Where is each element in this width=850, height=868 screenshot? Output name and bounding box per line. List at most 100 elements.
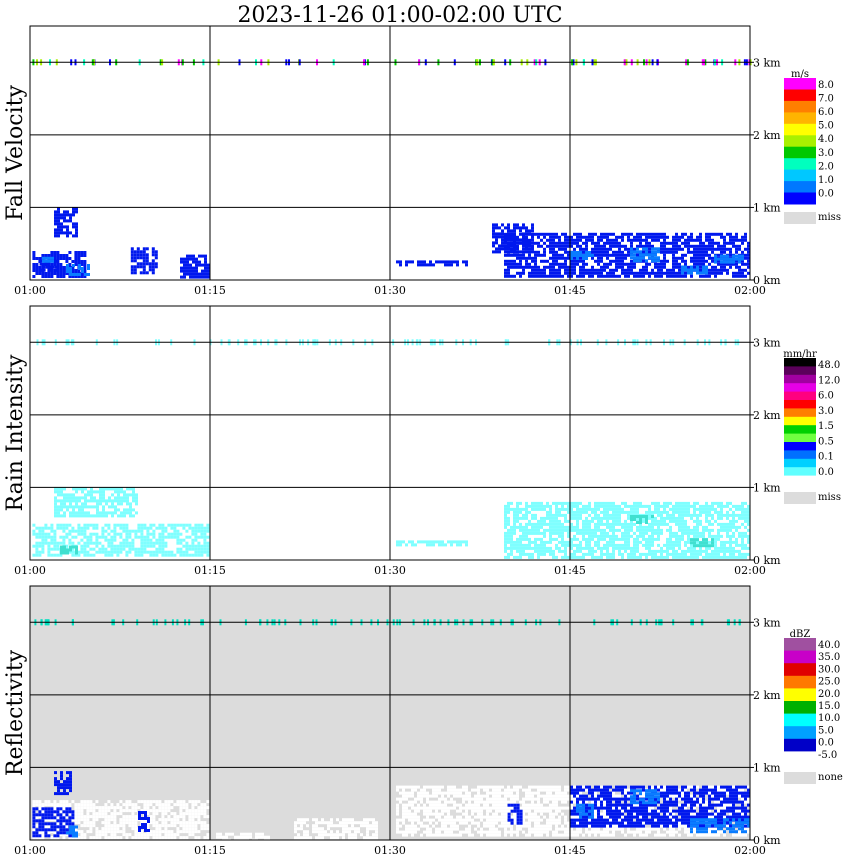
data-cell — [699, 544, 702, 548]
data-cell — [618, 244, 621, 248]
data-cell — [342, 827, 345, 831]
data-cell — [522, 247, 525, 251]
data-cell — [576, 257, 579, 260]
data-cell — [176, 821, 180, 825]
data-cell — [474, 797, 477, 801]
data-cell — [552, 265, 555, 269]
data-cell — [603, 241, 606, 245]
data-cell — [84, 487, 87, 491]
data-cell — [32, 251, 36, 254]
data-cell — [96, 511, 99, 515]
data-cell — [78, 508, 81, 512]
data-cell — [510, 259, 513, 263]
data-cell — [507, 531, 510, 535]
data-cell — [747, 265, 750, 269]
data-cell — [447, 827, 450, 831]
data-cell — [645, 552, 648, 556]
data-cell — [630, 518, 633, 521]
data-cell — [516, 833, 519, 837]
data-cell — [618, 259, 621, 263]
data-cell — [534, 785, 537, 789]
data-cell — [663, 232, 666, 236]
data-cell — [534, 525, 537, 529]
data-cell — [507, 247, 510, 251]
data-cell — [540, 812, 543, 816]
data-cell — [618, 241, 621, 245]
data-cell — [192, 260, 195, 264]
data-cell — [495, 232, 498, 236]
data-cell — [411, 794, 414, 798]
data-cell — [53, 272, 57, 275]
data-cell — [615, 522, 618, 526]
data-cell — [447, 809, 450, 813]
data-cell — [681, 510, 684, 514]
data-cell — [69, 219, 72, 223]
legend-label: 3.0 — [818, 148, 834, 159]
data-cell — [546, 238, 549, 242]
data-cell — [504, 531, 507, 535]
data-cell — [42, 268, 46, 272]
data-cell — [645, 525, 648, 529]
data-cell — [363, 824, 366, 828]
data-cell — [89, 553, 93, 557]
data-cell — [627, 274, 630, 278]
data-cell — [81, 487, 84, 491]
data-cell — [47, 532, 51, 536]
data-cell — [735, 232, 738, 236]
data-cell — [315, 821, 318, 825]
data-cell — [516, 247, 519, 251]
data-cell — [107, 553, 111, 557]
data-cell — [531, 528, 534, 532]
data-cell — [189, 275, 192, 279]
data-cell — [525, 504, 528, 508]
data-cell — [432, 791, 435, 795]
data-cell — [732, 525, 735, 529]
data-cell — [720, 268, 723, 272]
data-cell — [104, 830, 108, 834]
data-cell — [149, 553, 153, 557]
data-cell — [687, 244, 690, 248]
data-cell — [474, 815, 477, 819]
data-cell — [591, 519, 594, 523]
data-cell — [627, 238, 630, 242]
data-cell — [723, 268, 726, 272]
data-cell — [717, 513, 720, 517]
data-cell — [80, 550, 84, 554]
data-cell — [69, 496, 72, 500]
data-cell — [537, 806, 540, 810]
data-cell — [651, 555, 654, 559]
data-cell — [531, 525, 534, 529]
data-cell — [738, 244, 741, 248]
data-cell — [513, 519, 516, 523]
data-cell — [53, 803, 57, 807]
data-cell — [95, 535, 99, 539]
data-cell — [528, 271, 531, 275]
data-cell — [402, 812, 405, 816]
data-cell — [176, 833, 180, 837]
data-cell — [528, 791, 531, 795]
data-cell — [525, 552, 528, 556]
data-cell — [234, 835, 237, 839]
data-cell — [732, 540, 735, 544]
data-cell — [522, 824, 525, 828]
data-cell — [465, 788, 468, 792]
data-cell — [486, 824, 489, 828]
data-cell — [194, 526, 198, 530]
data-cell — [69, 270, 72, 273]
data-cell — [116, 550, 120, 554]
data-cell — [84, 496, 87, 500]
data-cell — [585, 504, 588, 508]
data-cell — [456, 824, 459, 828]
data-cell — [525, 794, 528, 798]
data-cell — [543, 785, 546, 789]
data-cell — [639, 238, 642, 242]
data-cell — [116, 547, 120, 551]
plot-frame — [29, 305, 751, 561]
data-cell — [56, 553, 60, 557]
data-cell — [426, 815, 429, 819]
data-cell — [573, 513, 576, 517]
data-cell — [113, 827, 117, 831]
data-cell — [191, 824, 195, 828]
data-cell — [80, 263, 84, 266]
data-cell — [726, 534, 729, 538]
